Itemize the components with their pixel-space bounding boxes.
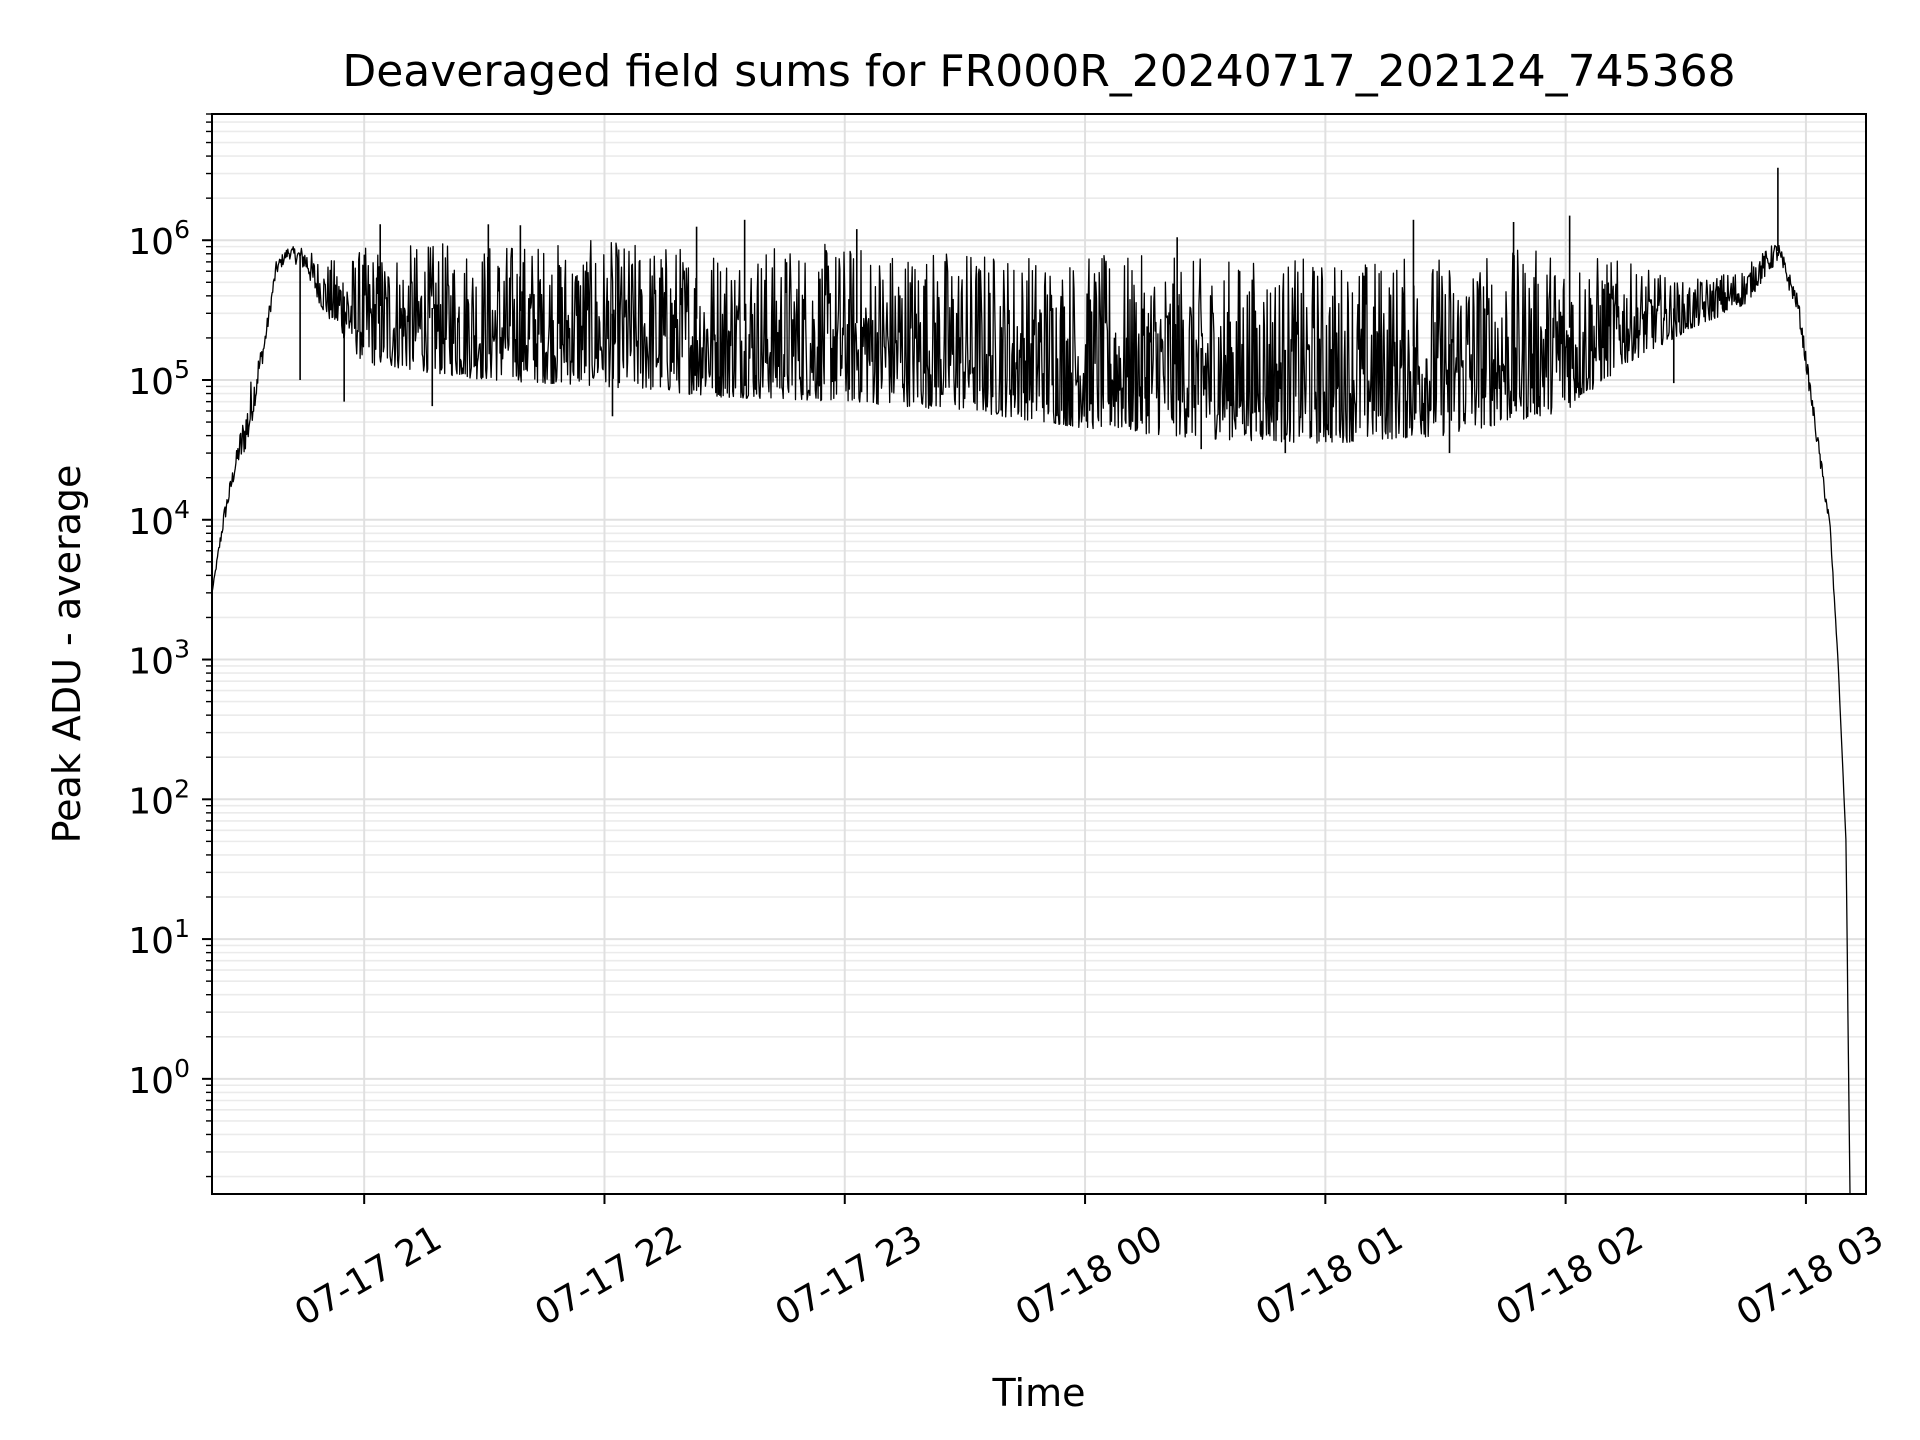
y-tick-label: 101 [128, 914, 190, 962]
series-line [211, 167, 1851, 1195]
y-tick-base: 10 [128, 642, 174, 683]
y-tick-base: 10 [128, 502, 174, 543]
y-tick-label: 106 [128, 215, 190, 263]
y-tick-base: 10 [128, 362, 174, 403]
y-tick-label: 103 [128, 635, 190, 683]
y-tick-base: 10 [128, 1061, 174, 1102]
y-tick-exponent: 2 [174, 774, 190, 803]
y-tick-exponent: 6 [174, 215, 190, 244]
y-tick-exponent: 5 [174, 355, 190, 384]
y-tick-label: 105 [128, 355, 190, 403]
y-tick-label: 102 [128, 774, 190, 822]
y-axis-label: Peak ADU - average [45, 465, 89, 844]
y-tick-label: 100 [128, 1054, 190, 1102]
chart-title: Deaveraged field sums for FR000R_2024071… [342, 46, 1735, 97]
y-tick-exponent: 4 [174, 495, 190, 524]
y-tick-exponent: 1 [174, 914, 190, 943]
y-tick-base: 10 [128, 222, 174, 263]
series-trace [211, 240, 1851, 1195]
y-tick-base: 10 [128, 781, 174, 822]
x-axis-label: Time [992, 1371, 1086, 1415]
y-tick-exponent: 3 [174, 635, 190, 664]
y-tick-label: 104 [128, 495, 190, 543]
y-tick-exponent: 0 [174, 1054, 190, 1083]
y-tick-base: 10 [128, 921, 174, 962]
plot-frame [211, 113, 1867, 1195]
